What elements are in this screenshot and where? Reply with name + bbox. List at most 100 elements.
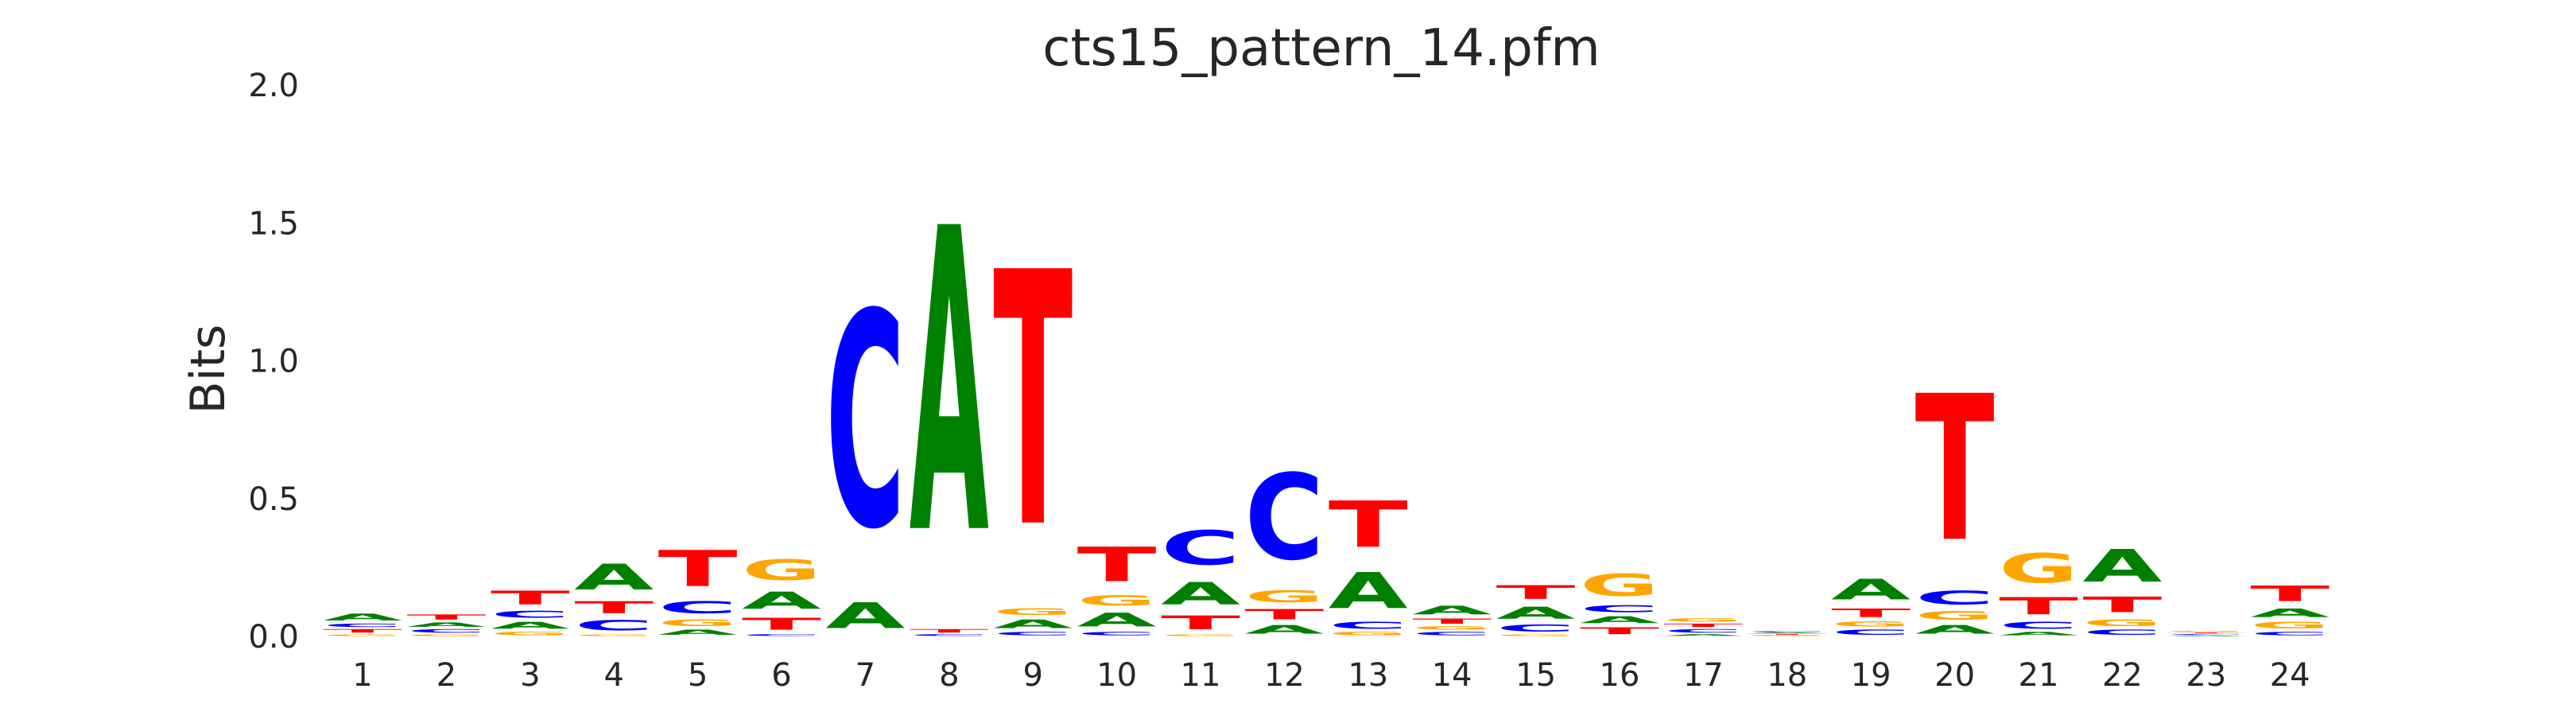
logo-letter-t: T bbox=[658, 540, 738, 598]
logo-letter-c: C bbox=[574, 617, 654, 634]
logo-letter-c: C bbox=[910, 634, 989, 636]
logo-letter-a: A bbox=[574, 556, 654, 597]
logo-letter-g: G bbox=[2167, 631, 2246, 632]
logo-letter-g: G bbox=[1915, 609, 1995, 622]
logo-letter-c: C bbox=[1412, 631, 1492, 636]
logo-letter-a: A bbox=[1831, 574, 1911, 606]
logo-letter-a: A bbox=[658, 628, 738, 636]
logo-letter-t: T bbox=[574, 598, 654, 617]
x-tick-label: 9 bbox=[1022, 657, 1042, 694]
logo-letter-g: G bbox=[1244, 587, 1324, 606]
logo-letter-a: A bbox=[1999, 631, 2078, 636]
logo-letter-g: G bbox=[1412, 625, 1492, 631]
logo-letter-a: A bbox=[1496, 603, 1577, 622]
x-tick-label: 20 bbox=[1934, 657, 1975, 694]
y-tick-label: 1.0 bbox=[248, 344, 299, 380]
logo-column: AC bbox=[825, 251, 905, 636]
x-tick-label: 14 bbox=[1432, 657, 1472, 694]
logo-letter-t: T bbox=[1915, 353, 1995, 586]
logo-letter-c: C bbox=[825, 251, 905, 593]
logo-letter-a: A bbox=[910, 142, 990, 628]
logo-letter-c: C bbox=[1915, 587, 1995, 609]
logo-letter-g: G bbox=[742, 555, 821, 587]
logo-letter-t: T bbox=[1412, 617, 1492, 625]
x-tick-label: 21 bbox=[2019, 657, 2059, 694]
logo-letter-g: G bbox=[1831, 620, 1911, 628]
x-tick-label: 2 bbox=[436, 657, 456, 694]
logo-column: CTA bbox=[910, 142, 990, 636]
logo-letter-t: T bbox=[323, 628, 402, 634]
x-tick-label: 12 bbox=[1264, 657, 1305, 694]
logo-letter-c: C bbox=[1748, 631, 1827, 632]
logo-letter-g: G bbox=[1077, 593, 1157, 609]
logo-letter-a: A bbox=[2082, 541, 2162, 593]
y-tick-label: 0.5 bbox=[248, 481, 299, 518]
logo-letter-c: C bbox=[2167, 634, 2246, 636]
logo-letter-t: T bbox=[1244, 606, 1324, 623]
logo-letter-t: T bbox=[742, 614, 821, 633]
logo-letter-t: T bbox=[1329, 488, 1408, 562]
y-axis-ticks: 0.0 0.5 1.0 1.5 2.0 bbox=[248, 68, 299, 656]
logo-letter-g: G bbox=[1580, 568, 1659, 604]
logo-letter-c: C bbox=[1077, 631, 1157, 636]
logo-letter-t: T bbox=[2082, 593, 2162, 617]
x-tick-label: 10 bbox=[1096, 657, 1137, 694]
x-tick-label: 8 bbox=[939, 657, 959, 694]
logo-letter-c: C bbox=[658, 598, 738, 617]
logo-letter-a: A bbox=[1748, 632, 1827, 634]
logo-letter-c: C bbox=[323, 623, 402, 628]
logo-letter-t: T bbox=[2167, 632, 2246, 634]
logo-letter-c: C bbox=[1244, 449, 1324, 587]
logo-letter-c: C bbox=[2082, 628, 2162, 636]
x-tick-label: 3 bbox=[520, 657, 540, 694]
logo-letter-t: T bbox=[1831, 606, 1911, 620]
logo-letter-t: T bbox=[993, 200, 1073, 606]
x-tick-label: 24 bbox=[2270, 657, 2310, 694]
logo-letter-a: A bbox=[491, 620, 570, 631]
logo-letter-t: T bbox=[1496, 582, 1577, 604]
logo-letter-a: A bbox=[993, 617, 1073, 631]
logo-letter-a: A bbox=[825, 595, 905, 636]
logo-letter-a: A bbox=[1580, 614, 1659, 625]
logo-letter-g: G bbox=[406, 634, 486, 636]
logo-letter-c: C bbox=[2250, 631, 2330, 636]
logo-letter-a: A bbox=[742, 587, 822, 614]
x-tick-label: 23 bbox=[2186, 657, 2226, 694]
logo-letter-g: G bbox=[2082, 617, 2162, 628]
logo-letter-g: G bbox=[1329, 631, 1408, 636]
logo-letter-a: A bbox=[1077, 609, 1157, 631]
logo-letter-c: C bbox=[1496, 623, 1576, 634]
x-tick-label: 15 bbox=[1515, 657, 1556, 694]
x-axis-ticks: 1 2 3 4 5 6 7 8 9 10 11 12 13 14 15 16 17 18 19 20 21 22 23 24 bbox=[352, 657, 2310, 694]
logo-letter-g: G bbox=[1663, 617, 1743, 623]
logo-letter-g: G bbox=[658, 617, 738, 628]
logo-letter-c: C bbox=[1663, 628, 1743, 634]
logo-letter-t: T bbox=[1663, 623, 1743, 628]
logo-letter-c: C bbox=[491, 609, 570, 620]
logo-letter-a: A bbox=[2167, 635, 2246, 636]
y-axis-label: Bits bbox=[180, 325, 236, 414]
logo-letter-c: C bbox=[1580, 603, 1659, 614]
logo-letter-t: T bbox=[491, 587, 571, 609]
logo-letter-t: T bbox=[1748, 634, 1827, 636]
logo-letter-c: C bbox=[742, 634, 821, 636]
x-tick-label: 16 bbox=[1600, 657, 1640, 694]
logo-letter-g: G bbox=[993, 606, 1073, 617]
logo-letter-c: C bbox=[406, 628, 486, 634]
logo-letter-t: T bbox=[1161, 612, 1241, 634]
logo-letter-a: A bbox=[1915, 623, 1995, 636]
logo-letter-a: A bbox=[323, 612, 402, 623]
x-tick-label: 18 bbox=[1767, 657, 1807, 694]
